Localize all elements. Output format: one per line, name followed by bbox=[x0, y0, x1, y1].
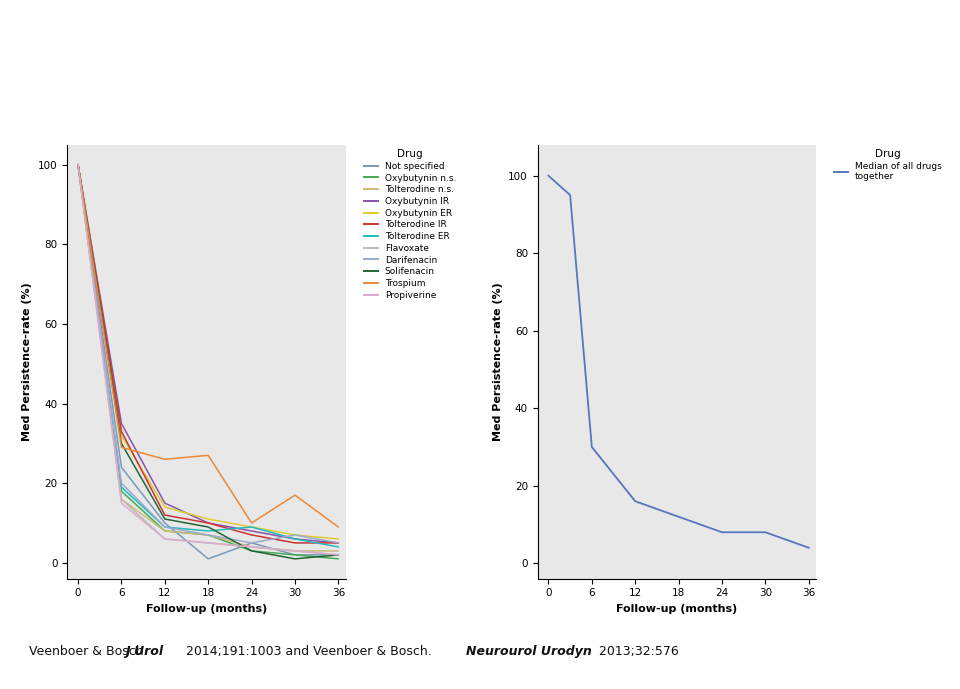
Legend: Not specified, Oxybutynin n.s., Tolterodine n.s., Oxybutynin IR, Oxybutynin ER, : Not specified, Oxybutynin n.s., Tolterod… bbox=[364, 150, 456, 300]
Y-axis label: Med Persistence-rate (%): Med Persistence-rate (%) bbox=[492, 282, 503, 441]
Text: Neurourol Urodyn: Neurourol Urodyn bbox=[466, 645, 591, 657]
Text: Hoitoon sitoutuminen: systemaattinen katsaus: Hoitoon sitoutuminen: systemaattinen kat… bbox=[24, 32, 798, 61]
Text: 2014;191:1003 and Veenboer & Bosch.: 2014;191:1003 and Veenboer & Bosch. bbox=[182, 645, 436, 657]
Y-axis label: Med Persistence-rate (%): Med Persistence-rate (%) bbox=[22, 282, 33, 441]
Legend: Median of all drugs
together: Median of all drugs together bbox=[834, 150, 942, 181]
Text: J Urol: J Urol bbox=[125, 645, 163, 657]
Text: 2013;32:576: 2013;32:576 bbox=[595, 645, 679, 657]
X-axis label: Follow-up (months): Follow-up (months) bbox=[616, 604, 737, 614]
Text: Veenboer & Bosch.: Veenboer & Bosch. bbox=[29, 645, 152, 657]
X-axis label: Follow-up (months): Follow-up (months) bbox=[146, 604, 267, 614]
